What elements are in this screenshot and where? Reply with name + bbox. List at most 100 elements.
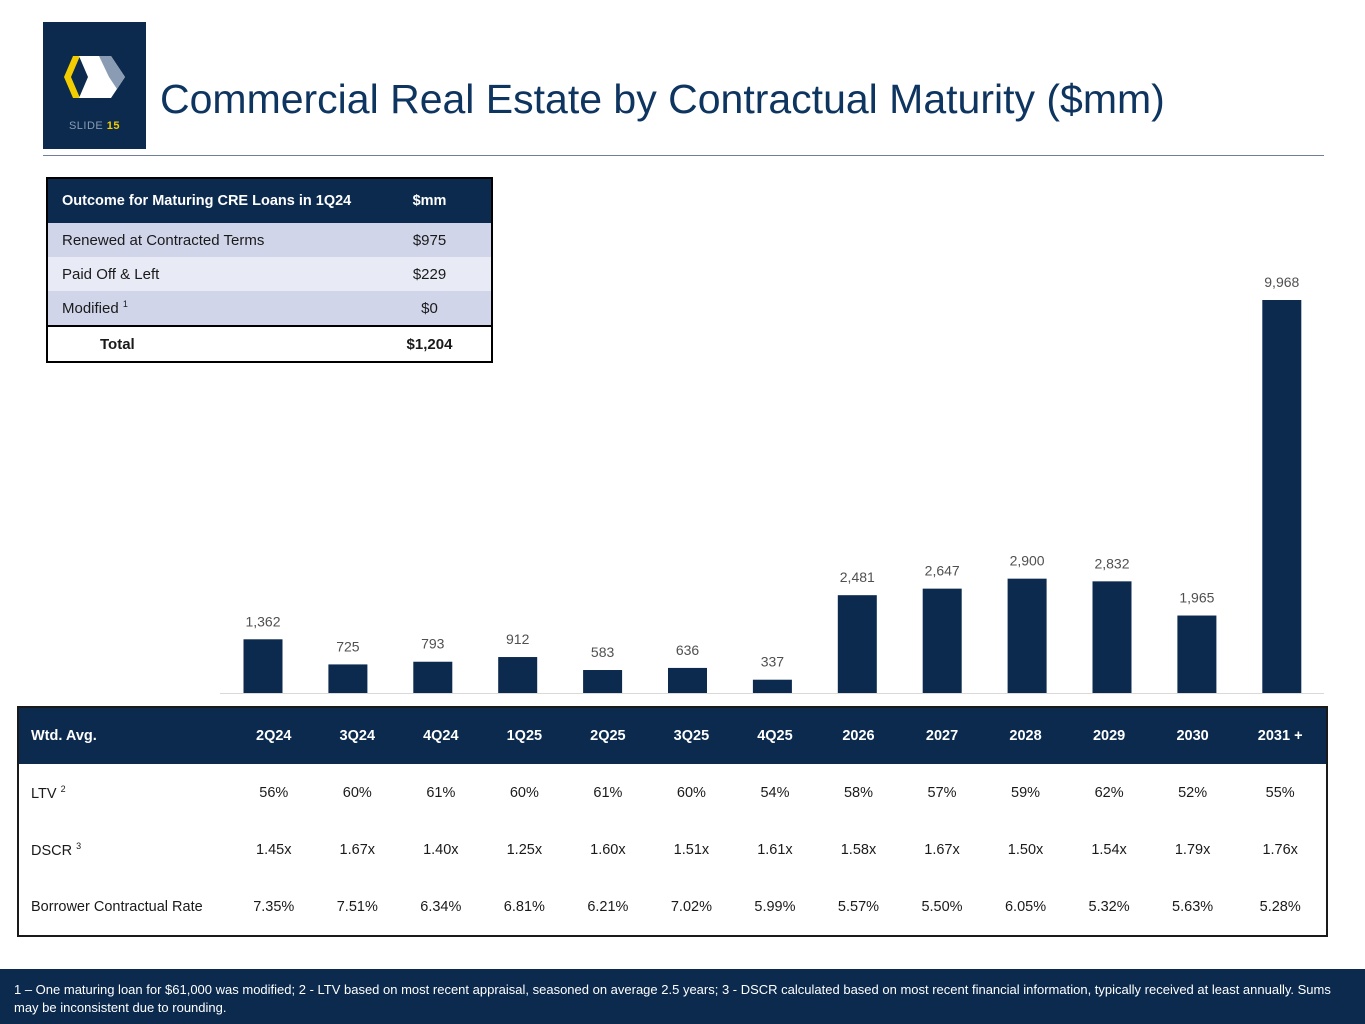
metrics-cell: 5.28% [1259,898,1301,915]
bar-3q25 [668,667,707,693]
metrics-header-row: Wtd. Avg. 2Q24 3Q24 4Q24 1Q25 2Q25 3Q25 4Q25 20… [18,707,1327,764]
bar-data-label: 912 [506,631,530,647]
metrics-cell: 61% [593,784,623,801]
metrics-column-header: 3Q25 [649,707,734,764]
metrics-column-header: 2031 + [1234,707,1327,764]
bar-3q24 [328,664,368,693]
metrics-cell: 55% [1265,784,1295,801]
metrics-cell: 1.67x [339,841,376,858]
bar-2q25 [583,670,623,693]
metrics-cell: 62% [1094,784,1124,801]
outcome-row-label: Modified 1 [47,291,368,326]
maturity-bar-chart: 1,362 725 793 912 583 636 337 2,481 2,647 2,900 2,… [220,274,1324,694]
metrics-row: LTV 2 56% 60% 61% 60% 61% 60% 54% 58% 57% 59% 62% 52… [18,764,1327,821]
metrics-cell: 5.50% [921,898,963,915]
bar-2029 [1092,581,1132,693]
metrics-cell: 5.63% [1172,898,1214,915]
bar-2027 [922,588,962,693]
outcome-row: Paid Off & Left $229 [47,257,492,291]
metrics-cell: 1.50x [1007,841,1044,858]
metrics-column-header: 2028 [983,707,1068,764]
outcome-header-value: $mm [368,178,492,223]
outcome-row-value: $975 [368,223,492,257]
metrics-cell: 59% [1011,784,1041,801]
company-logo: SLIDE 15 [43,22,146,149]
metrics-cell: 1.51x [673,841,710,858]
outcome-total-label: Total [47,325,368,362]
outcome-row-label: Paid Off & Left [47,257,368,291]
outcome-table-header: Outcome for Maturing CRE Loans in 1Q24 $… [47,178,492,223]
metrics-cell: 5.99% [754,898,796,915]
metrics-header-label: Wtd. Avg. [18,707,232,764]
metrics-cell: 61% [426,784,456,801]
metrics-column-header: 4Q24 [399,707,483,764]
metrics-cell: 1.79x [1174,841,1211,858]
outcome-total-value: $1,204 [368,325,492,362]
bar-4q25 [752,679,792,693]
bar-data-label: 2,900 [1010,553,1045,569]
metrics-cell: 7.51% [336,898,378,915]
metrics-column-header: 3Q24 [315,707,400,764]
bar-1q25 [498,657,538,693]
bar-2026 [837,595,877,693]
bar-data-label: 2,647 [925,563,960,579]
metrics-cell: 6.81% [503,898,545,915]
footnote: 1 – One maturing loan for $61,000 was mo… [0,969,1365,1024]
footnote-marker: 3 [76,840,82,851]
outcome-row-label: Renewed at Contracted Terms [47,223,368,257]
bar-data-label: 583 [591,644,615,660]
metrics-cell: 52% [1178,784,1208,801]
metrics-column-header: 2030 [1150,707,1235,764]
metrics-cell: 6.34% [420,898,462,915]
metrics-row-label: Borrower Contractual Rate [31,898,203,915]
metrics-column-header: 1Q25 [482,707,567,764]
metrics-column-header: 2Q25 [566,707,650,764]
metrics-cell: 1.40x [423,841,459,858]
metrics-cell: 5.32% [1088,898,1130,915]
outcome-row: Renewed at Contracted Terms $975 [47,223,492,257]
metrics-column-header: 2029 [1067,707,1151,764]
metrics-row: DSCR 3 1.45x 1.67x 1.40x 1.25x 1.60x 1.51x 1.61… [18,821,1327,878]
metrics-cell: 60% [342,784,372,801]
metrics-cell: 6.21% [587,898,629,915]
bar-2q24 [243,639,283,693]
bar-data-label: 793 [421,636,445,652]
metrics-cell: 1.76x [1262,841,1298,858]
outcome-header-label: Outcome for Maturing CRE Loans in 1Q24 [47,178,368,223]
metrics-cell: 56% [259,784,289,801]
bar-data-label: 725 [336,638,360,654]
metrics-cell: 60% [509,784,539,801]
slide-number: SLIDE 15 [68,120,121,132]
page-title: Commercial Real Estate by Contractual Ma… [160,76,1165,122]
metrics-cell: 54% [760,784,790,801]
bar-data-label: 1,362 [245,613,280,629]
outcome-row-value: $229 [368,257,492,291]
bar-2031 [1262,300,1302,693]
bar-data-label: 9,968 [1264,274,1299,290]
logo-chevron-icon [64,56,125,98]
metrics-cell: 58% [843,784,873,801]
metrics-cell: 1.25x [506,841,543,858]
metrics-cell: 5.57% [837,898,880,915]
metrics-cell: 1.45x [256,841,292,858]
metrics-cell: 1.61x [757,841,793,858]
metrics-row: Borrower Contractual Rate 7.35% 7.51% 6.34%… [18,878,1327,936]
title-divider [43,155,1324,156]
bar-2030 [1177,615,1217,693]
bar-2028 [1007,578,1047,693]
outcome-total-row: Total $1,204 [47,325,492,362]
metrics-cell: 1.67x [924,841,960,858]
bar-data-label: 2,832 [1094,555,1129,571]
metrics-cell: 1.60x [590,841,626,858]
metrics-cell: 7.02% [670,898,712,915]
metrics-cell: 57% [927,784,957,801]
metrics-column-header: 2026 [816,707,901,764]
footnote-marker: 1 [122,299,128,309]
metrics-cell: 1.54x [1091,841,1127,858]
metrics-cell: 1.58x [840,841,877,858]
outcome-table: Outcome for Maturing CRE Loans in 1Q24 $… [46,177,493,363]
metrics-column-header: 4Q25 [733,707,817,764]
bar-data-label: 636 [676,642,700,658]
bar-data-label: 2,481 [840,569,875,585]
metrics-column-header: 2Q24 [232,707,316,764]
